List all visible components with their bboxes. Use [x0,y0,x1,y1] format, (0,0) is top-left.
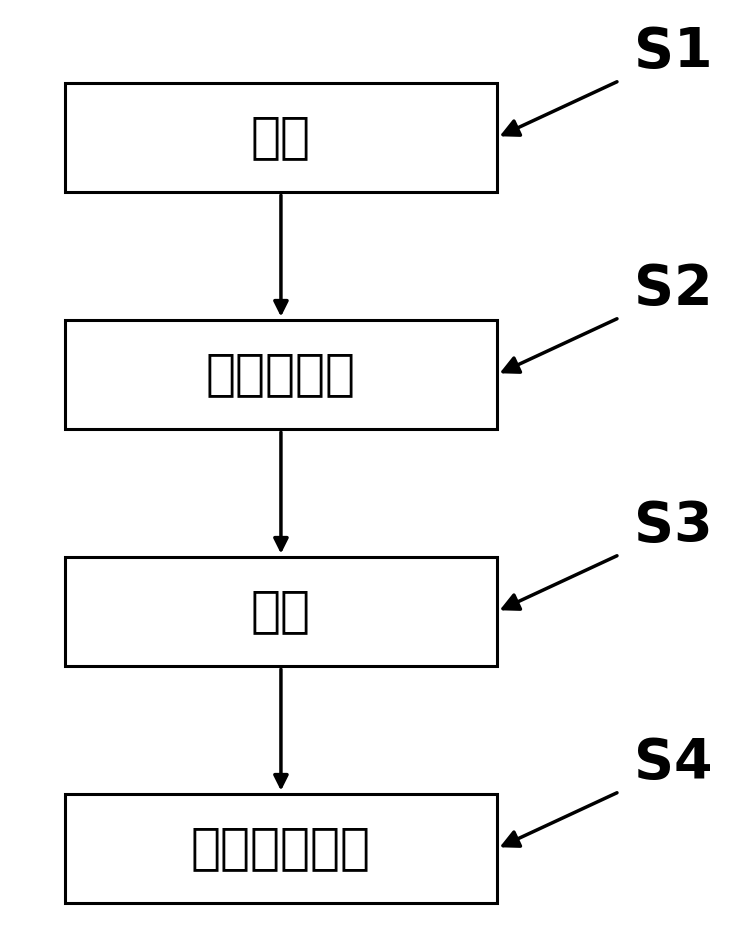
Bar [65,557,497,666]
Text: 热处理后探伤: 热处理后探伤 [191,825,371,872]
Text: S2: S2 [634,263,713,316]
Text: S4: S4 [634,737,713,790]
Bar [65,794,497,902]
Text: 下料: 下料 [251,114,311,161]
Text: S3: S3 [634,500,713,553]
Text: S1: S1 [634,26,713,79]
Text: 锯切: 锯切 [251,588,311,635]
Bar [65,320,497,429]
Text: 加热和锻造: 加热和锻造 [206,351,356,398]
Bar [65,83,497,192]
